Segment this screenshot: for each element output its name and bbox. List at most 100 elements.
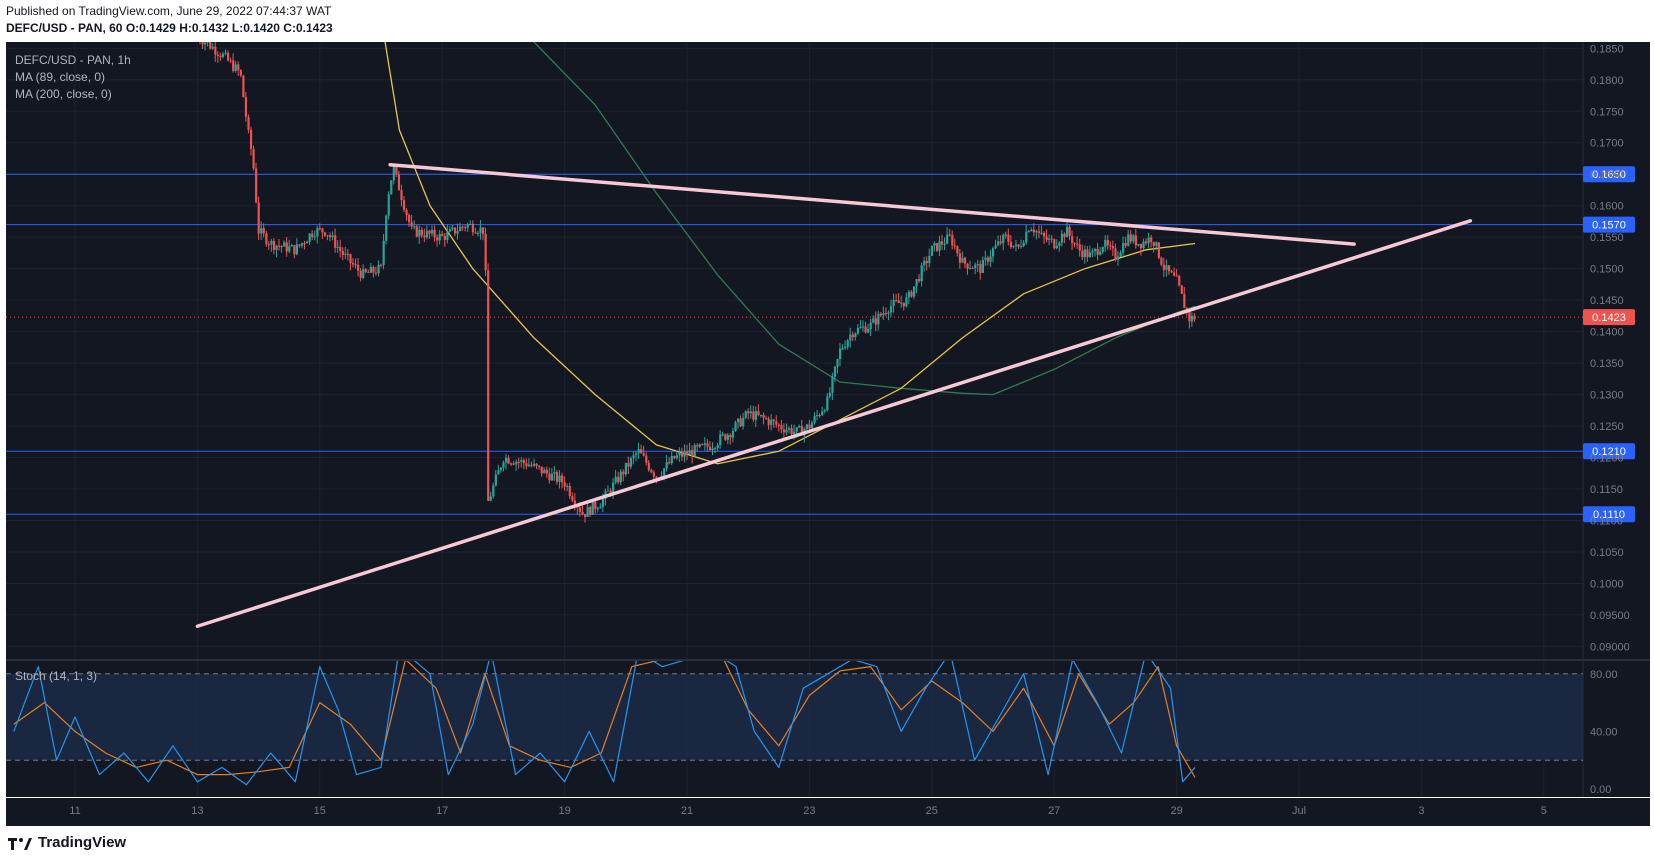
candle-body <box>739 418 742 427</box>
candle-body <box>752 411 755 420</box>
candle-body <box>612 482 615 494</box>
candle-body <box>390 180 393 195</box>
candle-body <box>1076 243 1079 245</box>
candle-body <box>719 434 722 446</box>
candle-body <box>836 359 839 367</box>
stoch-tick-label: 40.00 <box>1590 726 1618 738</box>
candle-body <box>1091 251 1094 253</box>
candle-body <box>683 451 686 457</box>
candle-body <box>798 425 801 428</box>
candle-body <box>306 241 309 244</box>
candle-body <box>288 246 291 252</box>
level-price-label: 0.1110 <box>1593 509 1625 521</box>
candle-body <box>1081 250 1084 258</box>
candle-body <box>854 333 857 338</box>
candle-body <box>1167 265 1171 272</box>
time-tick-label: 23 <box>803 805 815 817</box>
candle-body <box>979 264 982 273</box>
candle-body <box>1045 236 1048 240</box>
candle-body <box>785 429 788 433</box>
price-tick-label: 0.1000 <box>1590 578 1624 590</box>
candle-body <box>958 253 962 263</box>
candle-body <box>436 237 439 241</box>
candle-body <box>561 475 564 483</box>
footer-brand[interactable]: TradingView <box>8 834 126 851</box>
candle-body <box>887 312 890 314</box>
candle-body <box>515 461 518 465</box>
legend-symbol: DEFC/USD - PAN, 1h <box>15 53 131 67</box>
candle-body <box>482 227 485 234</box>
candle-body <box>951 234 954 246</box>
candle-body <box>1104 240 1107 248</box>
candle-body <box>199 36 201 41</box>
candle-body <box>1109 245 1112 247</box>
candle-body <box>242 75 245 98</box>
candle-body <box>443 235 446 240</box>
candle-body <box>543 469 546 474</box>
candle-body <box>734 422 737 431</box>
main-pane-background <box>6 42 1650 659</box>
candle-body <box>818 415 821 417</box>
candle-body <box>510 463 513 465</box>
candle-body <box>1129 234 1132 242</box>
candle-body <box>823 410 826 412</box>
candle-body <box>553 472 556 474</box>
candle-body <box>423 235 426 238</box>
candle-body <box>415 226 418 237</box>
candle-body <box>1122 243 1125 253</box>
candle-body <box>1160 257 1163 265</box>
candle-body <box>270 240 273 245</box>
candle-body <box>828 392 831 397</box>
candle-body <box>201 42 204 45</box>
candle-body <box>724 434 727 440</box>
candle-body <box>805 424 809 430</box>
horizontal-levels[interactable]: 0.1650 0.1570 0.1210 0.1110 0.1423 <box>6 166 1635 523</box>
candle-body <box>1188 311 1191 322</box>
candle-body <box>1142 241 1145 249</box>
candle-body <box>976 264 979 266</box>
candle-body <box>989 256 992 262</box>
time-tick-label: 5 <box>1541 805 1547 817</box>
level-price-label: 0.1650 <box>1592 169 1626 181</box>
candle-body <box>650 469 653 473</box>
candle-body <box>341 250 344 255</box>
candle-body <box>548 473 551 481</box>
candle-body <box>665 462 668 469</box>
price-tick-label: 0.1250 <box>1590 421 1624 433</box>
candle-body <box>1035 231 1038 233</box>
trendline-ascending <box>195 219 1473 629</box>
trendlines[interactable] <box>195 163 1473 629</box>
candle-body <box>912 286 916 297</box>
candle-body <box>726 434 729 440</box>
candle-body <box>953 245 956 247</box>
candle-body <box>1012 245 1015 248</box>
candle-body <box>1014 244 1018 246</box>
candle-body <box>377 264 380 274</box>
candle-body <box>759 414 763 416</box>
legend-ma89: MA (89, close, 0) <box>15 70 105 84</box>
candle-body <box>1175 275 1178 277</box>
tradingview-logo-icon <box>8 837 32 850</box>
candle-body <box>278 245 281 247</box>
candle-body <box>1032 229 1035 233</box>
candle-body <box>512 463 515 465</box>
candle-body <box>1030 229 1033 232</box>
candle-body <box>499 467 503 471</box>
candle-body <box>609 490 612 494</box>
candle-body <box>892 299 895 306</box>
candle-body <box>668 462 671 464</box>
candle-body <box>1190 315 1194 322</box>
candle-body <box>1150 237 1153 243</box>
candle-body <box>708 446 712 451</box>
candle-body <box>930 245 933 256</box>
candle-body <box>599 506 602 509</box>
price-tick-label: 0.09500 <box>1590 610 1630 622</box>
candle-body <box>402 200 406 210</box>
candle-body <box>816 415 819 417</box>
candle-body <box>522 460 525 464</box>
price-tick-label: 0.1050 <box>1590 547 1624 559</box>
candle-body <box>400 190 403 201</box>
candle-body <box>770 419 773 425</box>
candle-body <box>821 411 824 416</box>
